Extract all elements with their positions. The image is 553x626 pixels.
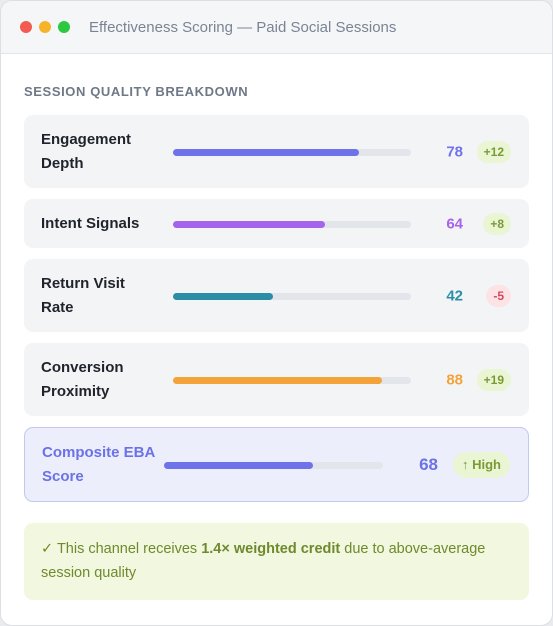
metric-score: 88 bbox=[446, 371, 463, 388]
metric-row-engagement-depth: Engagement Depth 78 +12 bbox=[24, 115, 529, 188]
note-prefix: This channel receives bbox=[56, 541, 198, 557]
note-emphasis: 1.4× weighted credit bbox=[201, 541, 341, 557]
metric-bar-track bbox=[173, 220, 411, 228]
main-content: SESSION QUALITY BREAKDOWN Engagement Dep… bbox=[1, 84, 552, 600]
metric-delta-badge: -5 bbox=[486, 284, 511, 307]
metric-bar-fill bbox=[173, 292, 273, 300]
metric-row-return-visit-rate: Return Visit Rate 42 -5 bbox=[24, 259, 529, 332]
metric-score: 42 bbox=[446, 287, 463, 304]
metric-score: 64 bbox=[446, 215, 463, 232]
window-title: Effectiveness Scoring — Paid Social Sess… bbox=[89, 18, 397, 36]
check-icon: ✓ bbox=[41, 541, 54, 557]
metric-bar-fill bbox=[173, 220, 326, 228]
metric-label: Conversion Proximity bbox=[41, 358, 124, 400]
metric-label: Engagement Depth bbox=[41, 130, 132, 172]
metric-label: Intent Signals bbox=[41, 214, 140, 232]
composite-label: Composite EBA Score bbox=[42, 443, 155, 485]
minimize-window-button[interactable] bbox=[39, 21, 51, 33]
close-window-button[interactable] bbox=[20, 21, 32, 33]
title-bar: Effectiveness Scoring — Paid Social Sess… bbox=[1, 1, 552, 54]
metric-list: Engagement Depth 78 +12 Intent Signals 6… bbox=[24, 115, 529, 502]
composite-bar-fill bbox=[164, 461, 313, 469]
weighting-note: ✓ This channel receives 1.4× weighted cr… bbox=[24, 523, 529, 600]
metric-score: 78 bbox=[446, 143, 463, 160]
composite-rating-badge: ↑ High bbox=[452, 451, 510, 478]
arrow-up-icon: ↑ bbox=[461, 456, 469, 472]
maximize-window-button[interactable] bbox=[58, 21, 70, 33]
metric-delta-badge: +8 bbox=[483, 212, 511, 235]
metric-bar-fill bbox=[173, 376, 383, 384]
metric-delta-badge: +12 bbox=[476, 140, 511, 163]
metric-label: Return Visit Rate bbox=[41, 274, 125, 316]
composite-rating-text: High bbox=[472, 456, 501, 472]
section-title: SESSION QUALITY BREAKDOWN bbox=[24, 84, 249, 99]
composite-bar-track bbox=[164, 461, 383, 469]
metric-row-conversion-proximity: Conversion Proximity 88 +19 bbox=[24, 343, 529, 416]
metric-bar-track bbox=[173, 292, 411, 300]
metric-row-intent-signals: Intent Signals 64 +8 bbox=[24, 199, 529, 248]
metric-bar-fill bbox=[173, 148, 359, 156]
note-suffix: due to above-average session quality bbox=[41, 541, 486, 581]
metric-bar-track bbox=[173, 376, 411, 384]
composite-score-row: Composite EBA Score 68 ↑ High bbox=[24, 427, 529, 502]
composite-score: 68 bbox=[419, 454, 438, 474]
metric-bar-track bbox=[173, 148, 411, 156]
metric-delta-badge: +19 bbox=[476, 368, 511, 391]
